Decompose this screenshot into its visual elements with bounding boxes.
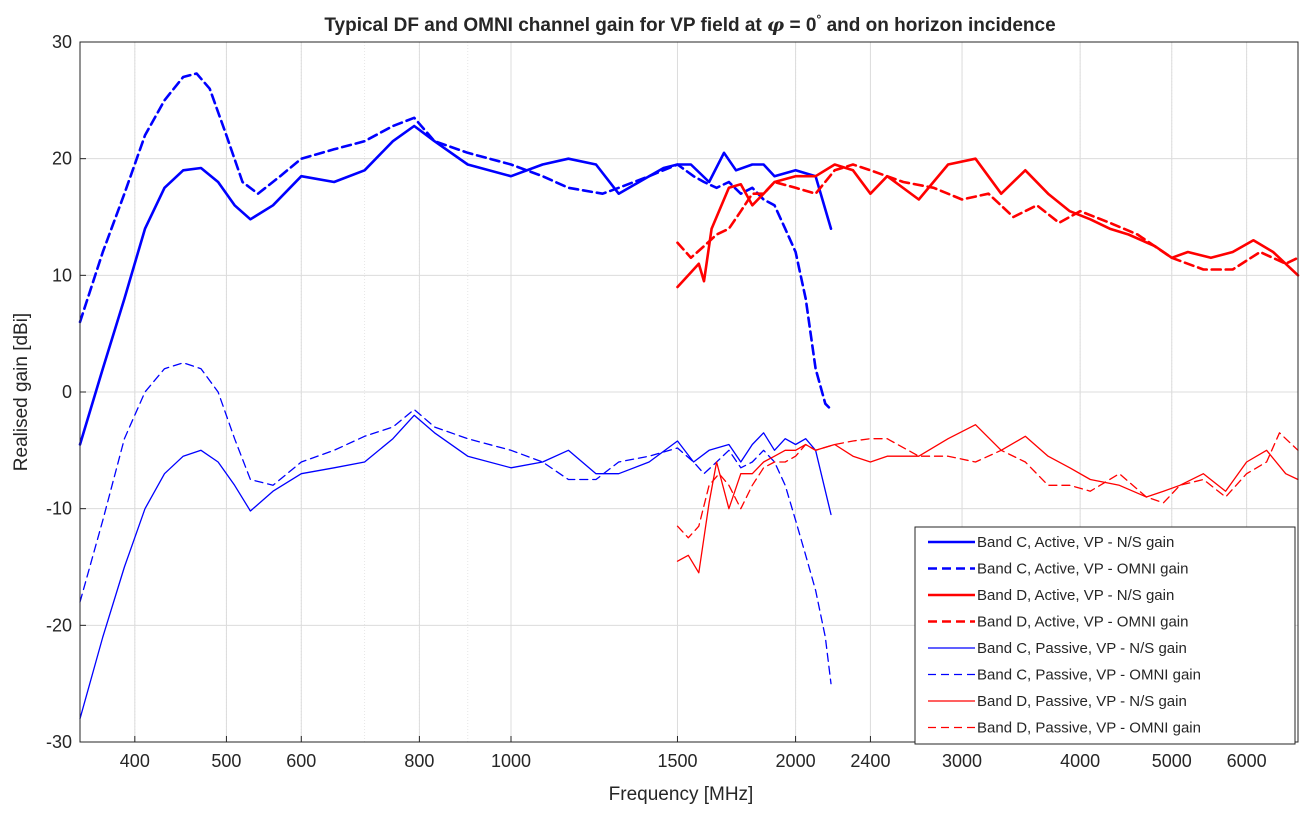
legend-label-6: Band C, Passive, VP - OMNI gain	[977, 667, 1201, 684]
x-tick-label: 4000	[1060, 751, 1100, 771]
title-symbol: φ	[767, 14, 784, 36]
series-line-8	[676, 432, 1299, 539]
legend-label-2: Band C, Active, VP - OMNI gain	[977, 561, 1188, 578]
series-line-3	[676, 157, 1300, 289]
legend-label-8: Band D, Passive, VP - OMNI gain	[977, 720, 1201, 737]
legend-label-1: Band C, Active, VP - N/S gain	[977, 534, 1174, 551]
y-tick-label: -30	[46, 732, 72, 752]
series-line-1	[78, 124, 833, 446]
legend-items: Band C, Active, VP - N/S gain Band C, Act…	[928, 534, 1201, 737]
y-axis-label: Realised gain [dBi]	[11, 313, 32, 471]
x-tick-label: 2000	[776, 751, 816, 771]
x-tick-label: 1000	[491, 751, 531, 771]
y-tick-label: -10	[46, 499, 72, 519]
legend-label-3: Band D, Active, VP - N/S gain	[977, 587, 1174, 604]
series-line-5	[79, 414, 832, 720]
x-tick-label: 400	[120, 751, 150, 771]
y-tick-label: 10	[52, 265, 72, 285]
title-suffix: and on horizon incidence	[821, 15, 1055, 36]
series-line-6	[79, 362, 832, 685]
legend-label-7: Band D, Passive, VP - N/S gain	[977, 693, 1187, 710]
legend-label-4: Band D, Active, VP - OMNI gain	[977, 614, 1188, 631]
x-tick-label: 3000	[942, 751, 982, 771]
x-tick-label: 1500	[657, 751, 697, 771]
x-tick-label: 5000	[1152, 751, 1192, 771]
y-tick-label: 30	[52, 32, 72, 52]
x-tick-label: 600	[286, 751, 316, 771]
x-tick-label: 500	[211, 751, 241, 771]
title-prefix: Typical DF and OMNI channel gain for VP …	[324, 15, 767, 36]
y-tick-label: -20	[46, 615, 72, 635]
series-line-2	[78, 72, 833, 411]
legend: Band C, Active, VP - N/S gain Band C, Act…	[914, 526, 1296, 745]
series-line-7	[676, 424, 1299, 574]
x-axis-label: Frequency [MHz]	[609, 784, 754, 805]
title-middle: = 0	[784, 15, 816, 36]
series-line-4	[676, 163, 1300, 271]
ticks: 400 500 600 800 1000 1500 2000 2400 3000 4000 5000…	[46, 32, 1267, 771]
title-degree: °	[816, 12, 821, 26]
y-tick-label: 20	[52, 149, 72, 169]
plot-lines	[78, 72, 1300, 720]
x-tick-label: 2400	[850, 751, 890, 771]
x-tick-label: 6000	[1227, 751, 1267, 771]
chart-title: Typical DF and OMNI channel gain for VP …	[324, 12, 1055, 36]
legend-label-5: Band C, Passive, VP - N/S gain	[977, 640, 1187, 657]
legend-box	[914, 526, 1296, 745]
y-tick-label: 0	[62, 382, 72, 402]
x-tick-label: 800	[404, 751, 434, 771]
